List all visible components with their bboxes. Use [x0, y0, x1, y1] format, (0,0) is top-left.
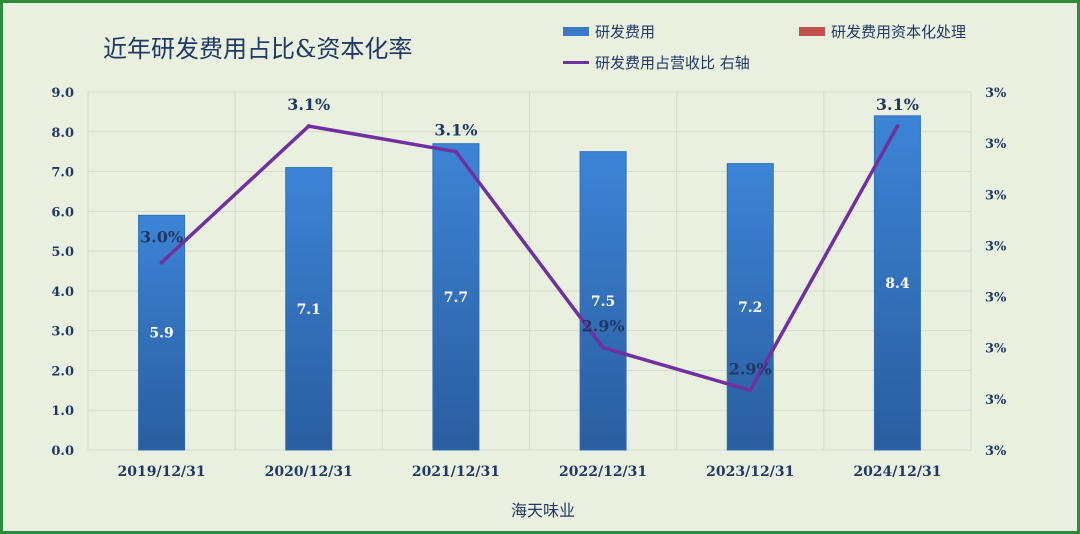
- line-point: [601, 345, 606, 350]
- legend-swatch-rd-expense: [563, 27, 589, 36]
- line-point: [306, 124, 311, 129]
- y2-tick-label: 3%: [985, 86, 1007, 101]
- y2-tick-label: 3%: [985, 137, 1007, 152]
- y-tick-label: 3.0: [51, 325, 74, 340]
- bar-data-label: 5.9: [149, 326, 173, 342]
- legend-swatch-capitalization: [799, 27, 825, 36]
- line-data-label: 3.0%: [140, 227, 183, 246]
- y-tick-label: 7.0: [51, 166, 74, 181]
- y2-tick-label: 3%: [985, 393, 1007, 408]
- line-point: [453, 149, 458, 154]
- bar: [873, 115, 921, 451]
- y-tick-label: 6.0: [51, 205, 74, 220]
- legend-label-capitalization: 研发费用资本化处理: [831, 23, 967, 41]
- y-tick-label: 2.0: [51, 364, 74, 379]
- line-data-label: 2.9%: [729, 359, 772, 378]
- y-tick-label: 4.0: [51, 285, 74, 300]
- bar: [138, 214, 186, 451]
- bar: [285, 167, 333, 451]
- legend-item-revenue-ratio: 研发费用占营收比 右轴: [563, 52, 750, 73]
- x-tick-label: 2023/12/31: [706, 464, 794, 480]
- x-tick-label: 2019/12/31: [118, 464, 206, 480]
- bar: [432, 143, 480, 451]
- y-tick-label: 9.0: [51, 86, 74, 101]
- bar-data-label: 7.1: [297, 302, 321, 318]
- line-point: [748, 388, 753, 393]
- x-axis-title: 海天味业: [510, 501, 575, 520]
- chart-plot: 0.0 1.0 2.0 3.0 4.0 5.0 6.0 7.0 8.0 9.0 3% 3% 3% 3% 3%…: [51, 86, 1007, 480]
- chart-title: 近年研发费用占比&资本化率: [103, 35, 413, 63]
- line-data-label: 3.1%: [287, 95, 330, 114]
- bar-data-label: 8.4: [885, 276, 910, 292]
- y2-tick-label: 3%: [985, 444, 1007, 459]
- bar-data-label: 7.2: [738, 300, 762, 316]
- bar: [579, 151, 627, 451]
- y-tick-label: 0.0: [51, 444, 74, 459]
- legend-item-rd-expense: 研发费用: [563, 21, 655, 42]
- line-point: [159, 260, 164, 265]
- y2-tick-label: 3%: [985, 342, 1007, 357]
- line-point: [895, 124, 900, 129]
- y2-tick-label: 3%: [985, 291, 1007, 306]
- y-tick-label: 1.0: [51, 404, 74, 419]
- legend-label-rd-expense: 研发费用: [595, 23, 656, 41]
- x-tick-label: 2024/12/31: [853, 464, 941, 480]
- y2-tick-label: 3%: [985, 188, 1007, 203]
- line-data-label: 3.1%: [434, 121, 477, 140]
- legend-item-capitalization: 研发费用资本化处理: [799, 21, 966, 42]
- legend-label-revenue-ratio: 研发费用占营收比 右轴: [595, 54, 750, 72]
- line-series-revenue-ratio: [160, 124, 899, 393]
- x-tick-label: 2022/12/31: [559, 464, 647, 480]
- y2-tick-label: 3%: [985, 239, 1007, 254]
- line-data-label: 2.9%: [582, 317, 625, 336]
- bar-data-label: 7.7: [444, 290, 468, 306]
- y-tick-label: 8.0: [51, 126, 74, 141]
- line-data-label: 3.1%: [876, 95, 919, 114]
- bar: [726, 163, 774, 451]
- bar-data-label: 7.5: [591, 294, 615, 310]
- x-tick-label: 2020/12/31: [265, 464, 353, 480]
- x-tick-label: 2021/12/31: [412, 464, 500, 480]
- legend-swatch-revenue-ratio: [563, 61, 589, 64]
- y-tick-label: 5.0: [51, 245, 74, 260]
